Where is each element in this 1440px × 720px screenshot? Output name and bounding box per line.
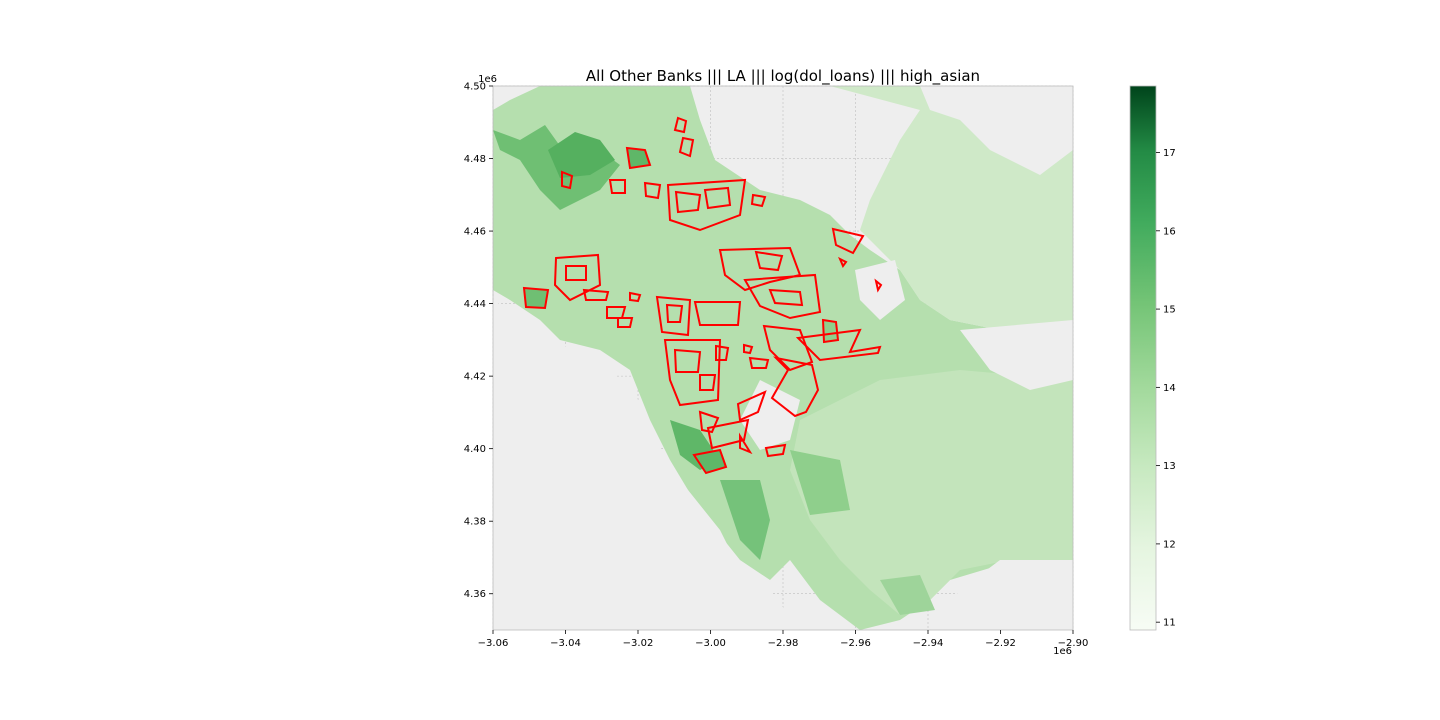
y-tick-label: 4.48 (464, 154, 486, 165)
highlight-tract (693, 301, 742, 326)
x-tick-label: −3.04 (550, 638, 581, 649)
highlight-tract (715, 344, 730, 361)
gap-5 (930, 560, 1073, 630)
x-tick-label: −2.90 (1058, 638, 1089, 649)
x-tick-label: −3.02 (623, 638, 654, 649)
y-tick-label: 4.42 (464, 372, 486, 383)
highlight-tract (692, 448, 728, 475)
highlight-tract (522, 286, 550, 310)
x-tick-label: −2.92 (985, 638, 1016, 649)
x-axis: −3.06 −3.04 −3.02 −3.00 −2.98 −2.96 −2.94 −2.92… (478, 630, 1089, 649)
highlight-tract (625, 146, 652, 170)
colorbar-ticks: 11 12 13 14 15 16 17 (1156, 148, 1176, 629)
colorbar-tick-label: 11 (1163, 618, 1176, 629)
highlight-tract (764, 443, 787, 458)
y-axis: 4.36 4.38 4.40 4.42 4.44 4.46 4.48 4.50 (464, 82, 493, 600)
map-title: All Other Banks ||| LA ||| log(dol_loans… (586, 67, 980, 86)
highlight-tract (718, 246, 802, 292)
x-offset-label: 1e6 (1053, 646, 1072, 657)
tract-se-patch (880, 575, 935, 615)
highlight-tract (629, 291, 642, 303)
highlight-tract (795, 328, 882, 362)
y-tick-label: 4.50 (464, 82, 486, 93)
tract-mid-dark (790, 450, 850, 515)
gap-2 (960, 320, 1073, 390)
colorbar-tick-label: 14 (1163, 383, 1176, 394)
highlight-tract (699, 374, 717, 391)
gap-6 (493, 86, 540, 110)
x-tick-label: −2.94 (913, 638, 944, 649)
y-tick-label: 4.38 (464, 517, 486, 528)
gap-1 (920, 86, 1073, 175)
highlight-tract (703, 186, 732, 210)
x-tick-label: −3.06 (478, 638, 509, 649)
highlight-tract (666, 178, 747, 232)
highlight-tract (739, 432, 753, 455)
highlight-tract (743, 343, 754, 355)
highlighted-tracts (522, 116, 883, 475)
colorbar-tick-label: 12 (1163, 539, 1176, 550)
tract-coast-dark-2 (548, 132, 615, 178)
highlight-tract (762, 324, 814, 372)
highlight-tract (831, 227, 865, 255)
y-tick-label: 4.46 (464, 227, 486, 238)
highlight-tract (608, 179, 626, 194)
map-layer (493, 86, 1073, 630)
highlight-tract (673, 116, 688, 134)
colorbar-tick-label: 15 (1163, 305, 1176, 316)
y-tick-label: 4.36 (464, 589, 486, 600)
highlight-tract (673, 348, 702, 373)
highlight-tract (743, 273, 822, 320)
highlight-tract (565, 265, 587, 281)
highlight-tract (754, 250, 784, 272)
x-tick-label: −2.96 (840, 638, 871, 649)
x-tick-label: −2.98 (768, 638, 799, 649)
highlight-tract (582, 288, 610, 301)
highlight-tract (768, 288, 804, 307)
y-offset-label: 1e6 (478, 74, 497, 85)
gap-3 (493, 300, 620, 380)
y-tick-label: 4.44 (464, 299, 486, 310)
highlight-tract (674, 190, 702, 214)
highlight-tract (665, 303, 684, 323)
highlight-tract (736, 390, 767, 422)
tract-region-southeast (790, 370, 1073, 615)
highlight-tract (617, 317, 634, 328)
highlight-tract (770, 356, 820, 418)
highlight-tract (748, 356, 770, 369)
highlight-tract (655, 295, 692, 337)
highlight-tract (698, 410, 720, 434)
colorbar (1129, 85, 1157, 631)
colorbar-tick-label: 13 (1163, 461, 1176, 472)
highlight-tract (678, 136, 695, 158)
colorbar-tick-label: 16 (1163, 226, 1176, 237)
highlight-tract (821, 318, 840, 344)
highlight-tract (706, 418, 750, 450)
x-tick-label: −3.00 (695, 638, 726, 649)
highlight-tract (750, 193, 767, 208)
highlight-tract (838, 256, 848, 268)
gap-4 (493, 380, 800, 630)
highlight-tract (561, 170, 574, 190)
highlight-tract (663, 339, 722, 407)
highlight-tract (874, 278, 883, 293)
highlight-tract (643, 181, 662, 200)
gap-8 (855, 260, 905, 320)
y-tick-label: 4.40 (464, 444, 486, 455)
colorbar-tick-label: 17 (1163, 148, 1176, 159)
tract-south-dark-2 (720, 480, 770, 560)
